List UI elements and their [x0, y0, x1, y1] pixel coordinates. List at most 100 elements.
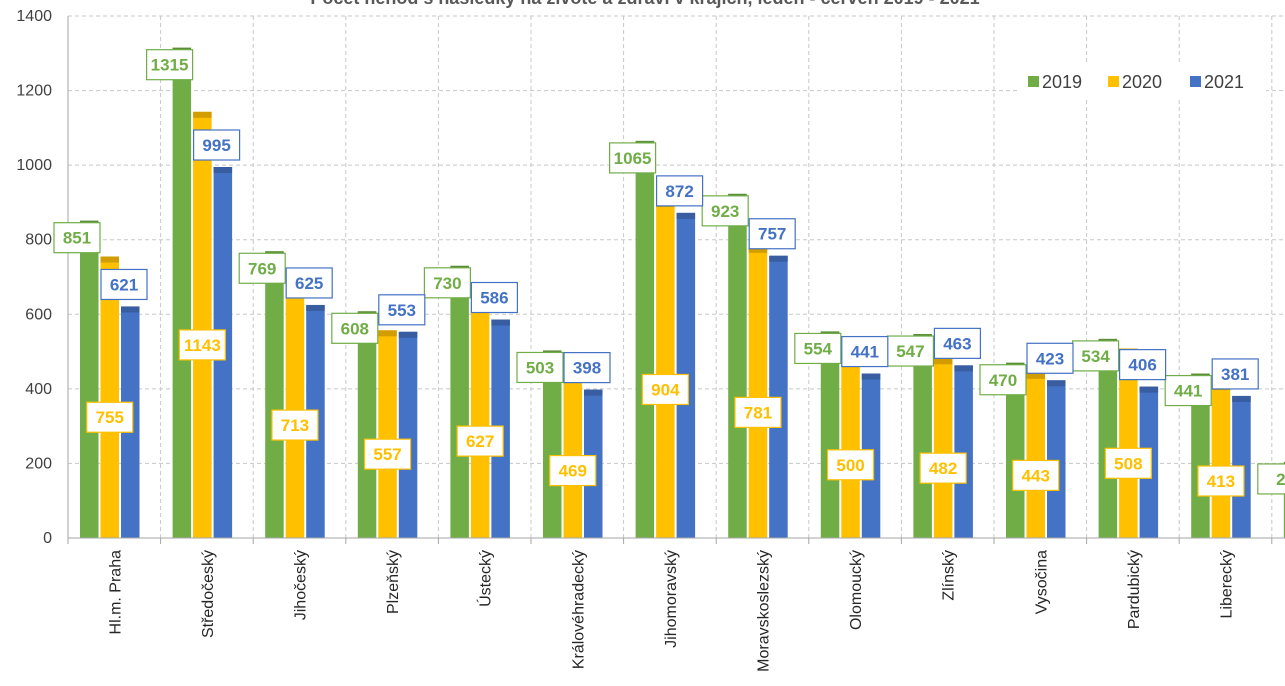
data-label-2019: 503 [516, 351, 564, 384]
data-label-box [655, 175, 704, 207]
x-tick-label: Hl.m. Praha [107, 550, 124, 635]
bar-2019 [450, 265, 469, 538]
data-label-text: 398 [573, 359, 601, 378]
data-label-2020: 469 [549, 454, 597, 487]
data-label-text: 441 [1174, 382, 1202, 401]
data-label-2019: 554 [794, 332, 842, 365]
data-label-2020: 755 [86, 401, 134, 433]
data-label-2019: 730 [423, 267, 471, 299]
data-label-box [1104, 447, 1152, 479]
data-label-text: 1065 [614, 149, 652, 168]
y-tick-label: 800 [25, 232, 52, 249]
data-label-text: 469 [559, 462, 587, 481]
x-tick-label: Jihočeský [293, 550, 310, 620]
data-label-box [146, 49, 194, 81]
data-label-2020: 713 [271, 409, 319, 441]
bar-cap-2020 [1026, 372, 1045, 379]
bar-2020 [1119, 348, 1138, 538]
bar-cap-2020 [378, 330, 397, 337]
y-tick-label: 1000 [16, 157, 52, 174]
bar-2020 [841, 351, 860, 538]
x-tick-label: Vysočina [1033, 550, 1050, 614]
data-label-text: 757 [758, 225, 786, 244]
bar-2020 [378, 330, 397, 538]
data-label-text: 608 [341, 319, 369, 338]
bar-cap-2021 [861, 373, 881, 380]
data-label-box [1197, 465, 1245, 497]
bar-cap-2021 [1139, 386, 1159, 393]
data-label-text: 713 [281, 416, 309, 435]
legend-swatch [1028, 76, 1039, 87]
bar-cap-2021 [954, 365, 973, 372]
bar-2021 [954, 365, 973, 538]
data-label-box [979, 364, 1027, 396]
legend-label: 2020 [1122, 72, 1162, 92]
data-label-box [1118, 349, 1167, 381]
data-label-text: 923 [711, 202, 739, 221]
bar-2019 [172, 47, 192, 538]
x-tick-label: Zlínský [941, 550, 958, 601]
data-label-2019: 769 [238, 252, 286, 284]
data-label-box [1257, 463, 1285, 495]
bar-2019 [820, 331, 840, 538]
data-label-box [794, 332, 842, 365]
legend: 2019 2020 2021 [1018, 64, 1266, 100]
data-label-text: 443 [1022, 466, 1050, 485]
data-label-2021: 406 [1118, 349, 1167, 381]
bar-2021 [398, 331, 418, 538]
legend-background [1018, 64, 1266, 100]
data-label-2019: 547 [886, 335, 935, 367]
data-label-text: 413 [1207, 472, 1235, 491]
x-tick-label: Středočeský [200, 550, 217, 638]
bar-cap-2021 [584, 389, 603, 396]
data-label-2021: 553 [378, 294, 426, 326]
data-label-2021: 441 [841, 335, 889, 368]
data-label-box [1071, 340, 1120, 372]
y-tick-label: 200 [25, 455, 52, 472]
legend-item-2019: 2019 [1028, 72, 1082, 92]
data-label-2021: 398 [563, 352, 611, 384]
legend-label: 2019 [1042, 72, 1082, 92]
data-label-text: 381 [1221, 365, 1249, 384]
bar-cap-2020 [193, 111, 212, 118]
data-label-2021: 872 [655, 175, 704, 207]
y-tick-label: 0 [43, 530, 52, 547]
bar-2020 [285, 272, 305, 538]
data-label-box [423, 267, 471, 299]
x-tick-label: Pardubický [1126, 550, 1143, 629]
data-label-box [608, 142, 657, 174]
bar-2019 [728, 193, 747, 539]
data-label-box [178, 329, 226, 361]
bar-cap-2021 [1232, 395, 1251, 402]
bars [80, 47, 1285, 539]
data-label-2019: 441 [1164, 374, 1212, 407]
bar-2020 [470, 304, 490, 538]
x-tick-label: Jihomoravský [663, 550, 680, 648]
data-label-2020: 482 [919, 452, 967, 484]
data-label-2019: 2 [1257, 463, 1285, 495]
x-tick-label: Moravskoslezský [756, 550, 773, 672]
data-label-text: 534 [1081, 347, 1110, 366]
data-label-text: 851 [63, 229, 91, 248]
data-label-text: 557 [373, 445, 401, 464]
data-label-box [734, 396, 782, 428]
data-label-2021: 757 [748, 218, 796, 250]
data-label-2021: 463 [933, 327, 982, 359]
bar-2019 [1006, 362, 1025, 538]
data-label-2020: 781 [734, 396, 782, 428]
x-tick-label: Olomoucký [848, 550, 865, 630]
grid [68, 15, 1285, 538]
data-label-text: 503 [526, 358, 554, 377]
bar-cap-2021 [121, 306, 140, 313]
data-label-text: 755 [96, 408, 124, 427]
data-label-text: 621 [110, 275, 138, 294]
bar-cap-2020 [100, 256, 119, 263]
data-label-text: 423 [1036, 349, 1064, 368]
data-label-text: 554 [804, 339, 833, 358]
data-label-box [456, 425, 504, 457]
bar-2020 [1026, 372, 1045, 538]
data-label-2019: 1315 [146, 49, 194, 81]
bar-2020 [933, 358, 953, 538]
bar-2019 [1283, 461, 1285, 538]
data-label-box [238, 252, 286, 284]
